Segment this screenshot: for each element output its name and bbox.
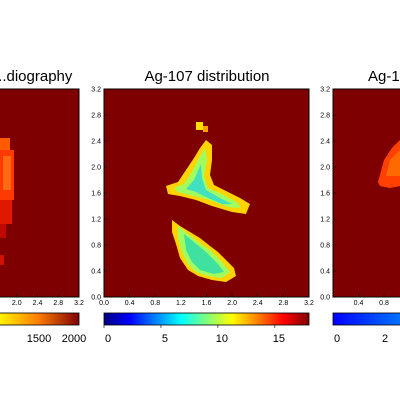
x-tick-label: 3.2 [304,300,314,307]
x-tick-label: 2.0 [12,300,22,307]
x-tick-label: 0.0 [99,300,109,307]
colorbar-tick-label: 0 [334,333,340,345]
x-tick-label: 0.4 [125,300,135,307]
y-tick-label: 2.8 [320,113,330,120]
colorbar-tick-label: 1500 [27,333,51,345]
y-tick-label: 3.2 [91,87,101,94]
y-tick-label: 1.2 [320,217,330,224]
y-tick-label: 2.0 [320,165,330,172]
y-tick-label: 1.2 [91,217,101,224]
panel-ag-right-x-ticks: 0.4 0.8 [354,294,389,307]
panel-ag-right: Ag-1 0.4 0.8 0.00.40.81.21.62.02.42.83.2 … [320,68,400,345]
y-tick-label: 2.4 [91,139,101,146]
y-tick-label: 0.0 [91,295,101,302]
colorbar-tick-label: 15 [273,333,285,345]
panel-ag107-region-lower [172,220,236,282]
panel-ag-right-colorbar [332,312,400,326]
y-tick-label: 2.8 [91,113,101,120]
colorbar-tick-label: 2000 [62,333,86,345]
panel-radiography-x-ticks: 2.0 2.4 2.8 3.2 [12,294,84,307]
panel-ag-right-heatmap [333,89,400,297]
colorbar-tick-label: 0 [105,333,111,345]
x-tick-label: 3.2 [74,300,84,307]
x-tick-label: 2.4 [253,300,263,307]
x-tick-label: 0.4 [354,300,364,307]
y-tick-label: 1.6 [320,191,330,198]
panel-radiography: ...diography 2.0 2.4 2.8 3.2 1500 2000 [0,68,86,345]
panel-ag-right-title: Ag-1 [368,68,400,85]
colorbar-tick-label: 10 [216,333,228,345]
x-tick-label: 0.8 [379,300,389,307]
colorbar-tick-label: 5 [162,333,168,345]
y-tick-label: 2.4 [320,139,330,146]
x-tick-label: 2.8 [279,300,289,307]
panel-ag107-colorbar-ticks: 0 5 10 15 [103,325,285,345]
y-tick-label: 0.8 [91,243,101,250]
panel-ag107-region-dot [196,122,208,132]
y-tick-label: 0.4 [320,269,330,276]
panel-radiography-title: ...diography [0,68,73,85]
panel-ag107-title: Ag-107 distribution [144,68,269,85]
y-tick-label: 0.4 [91,269,101,276]
panel-ag107-x-ticks: 0.0 0.4 0.8 1.2 1.6 2.0 2.4 2.8 3.2 [99,294,314,307]
y-tick-label: 2.0 [91,165,101,172]
panel-radiography-blob [0,138,14,265]
y-tick-label: 0.8 [320,243,330,250]
panel-ag-right-y-ticks: 0.0 0.4 0.8 1.2 1.6 2.0 2.4 2.8 3.2 [320,87,336,302]
y-tick-label: 0.0 [320,295,330,302]
colorbar-tick-label: 2 [382,333,388,345]
panel-radiography-colorbar [0,312,80,326]
panel-ag107: Ag-107 distribution 0.0 0.4 0.8 1.2 1.6 2.0 2.… [91,68,314,345]
x-tick-label: 1.6 [202,300,212,307]
panel-ag107-region-upper [166,140,250,214]
x-tick-label: 2.0 [227,300,237,307]
x-tick-label: 0.8 [150,300,160,307]
panel-ag107-y-ticks: 0.0 0.4 0.8 1.2 1.6 2.0 2.4 2.8 3.2 [91,87,107,302]
y-tick-label: 3.2 [320,87,330,94]
x-tick-label: 1.2 [176,300,186,307]
panel-ag107-colorbar [103,312,310,326]
x-tick-label: 2.8 [53,300,63,307]
x-tick-label: 2.4 [33,300,43,307]
y-tick-label: 1.6 [91,191,101,198]
